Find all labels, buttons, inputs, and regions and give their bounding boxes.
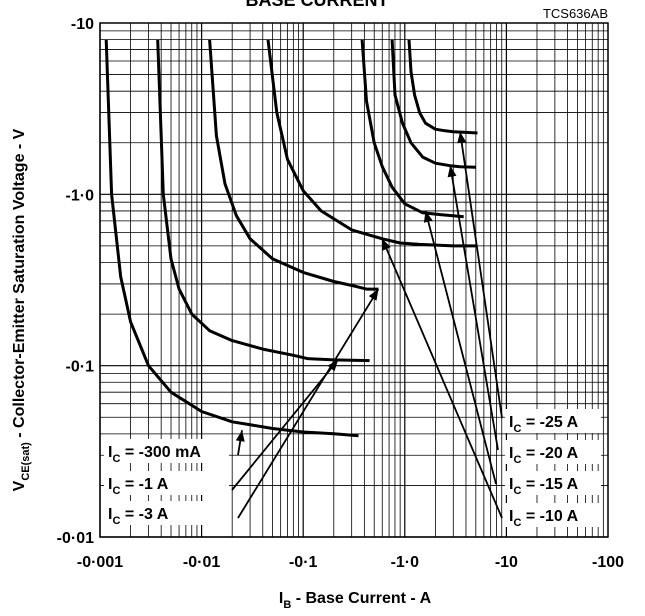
curve-line [266, 39, 476, 248]
series-label-bg [505, 471, 601, 495]
curve-line [407, 39, 478, 135]
x-tick-label: -100 [592, 554, 624, 571]
x-tick-label: -0·01 [183, 554, 220, 571]
y-tick-label: -10 [71, 16, 94, 33]
curve-line [156, 39, 370, 363]
series-label-bg [104, 501, 229, 525]
annotation-arrow [449, 165, 499, 451]
arrow-head [368, 289, 379, 301]
series-label-bg [104, 471, 229, 495]
curve-line [390, 39, 476, 169]
chart-title: BASE CURRENT [245, 0, 388, 10]
arrow-head [382, 238, 391, 251]
series-label: IC = -15 A [509, 476, 579, 497]
plot-frame [99, 22, 609, 538]
curve-line [104, 39, 359, 438]
arrows [231, 131, 503, 519]
curve-line [208, 39, 379, 291]
annotation-arrow [231, 359, 339, 491]
series-label-bg [505, 409, 601, 433]
annotation-arrow [381, 238, 503, 519]
annotation-arrow [459, 131, 503, 419]
series-label: IC = -10 A [509, 508, 579, 529]
tick-labels: -0·001 -0·01 -0·1 -1·0 -10 -100 -0·01 -0·1 -1·0 -… [57, 16, 624, 571]
series-labels: IC = -300 mA IC = -1 A IC = -3 A IC = -25 A… [104, 409, 601, 529]
series-label: IC = -1 A [108, 476, 169, 497]
series-label: IC = -3 A [108, 506, 169, 527]
curve-line [360, 39, 464, 219]
arrow-head [423, 210, 433, 223]
arrow-head [447, 165, 457, 178]
x-tick-label: -1·0 [391, 554, 420, 571]
series-label: IC = -25 A [509, 414, 579, 435]
series-label-bg [505, 440, 601, 464]
arrow-head [235, 430, 245, 442]
x-tick-label: -10 [495, 554, 518, 571]
x-tick-label: -0·001 [77, 554, 123, 571]
x-axis-label: IB - Base Current - A [279, 590, 432, 611]
y-axis-label: VCE(sat) - Collector-Emitter Saturation … [11, 128, 32, 491]
y-tick-label: -0·1 [66, 359, 95, 376]
annotation-arrow [424, 210, 497, 485]
series-label-bg [505, 503, 601, 527]
y-tick-label: -1·0 [66, 187, 95, 204]
arrow-head [327, 359, 338, 372]
curves [104, 39, 478, 438]
series-label-bg [104, 439, 229, 463]
chart-code: TCS636AB [543, 6, 608, 21]
y-tick-label: -0·01 [57, 530, 94, 547]
annotation-arrow [237, 288, 380, 519]
x-tick-label: -0·1 [289, 554, 318, 571]
series-label: IC = -20 A [509, 445, 579, 466]
series-label: IC = -300 mA [108, 444, 201, 465]
arrow-head [457, 131, 467, 144]
